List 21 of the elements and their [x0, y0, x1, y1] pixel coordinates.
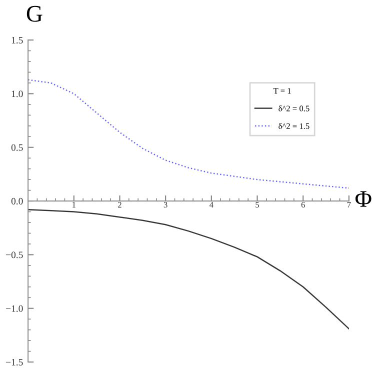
x-tick-label: 1 [72, 202, 76, 208]
line-series [28, 208, 349, 330]
legend-label: δ^2 = 0.5 [278, 105, 310, 112]
x-tick-label: 3 [164, 202, 168, 208]
y-tick-label: −0.5 [6, 252, 23, 258]
y-tick-label: −1.5 [6, 358, 23, 366]
y-tick-label: 1.5 [12, 36, 23, 44]
y-axis-title: G [26, 6, 42, 22]
line-series [28, 79, 349, 189]
x-tick-label: 2 [118, 202, 122, 208]
x-tick-label: 5 [256, 202, 260, 208]
x-tick-label: 4 [209, 202, 214, 208]
legend-title: T = 1 [273, 88, 291, 94]
y-tick-label: −1.0 [6, 305, 23, 312]
y-tick-label: 0.0 [11, 198, 23, 205]
legend-label: δ^2 = 1.5 [278, 123, 310, 129]
x-axis-title: Φ [355, 191, 372, 207]
y-tick-label: 1.0 [12, 90, 23, 98]
y-tick-label: 0.5 [11, 144, 23, 151]
x-tick-label: 6 [301, 202, 305, 208]
x-tick-label: 7 [347, 202, 351, 208]
